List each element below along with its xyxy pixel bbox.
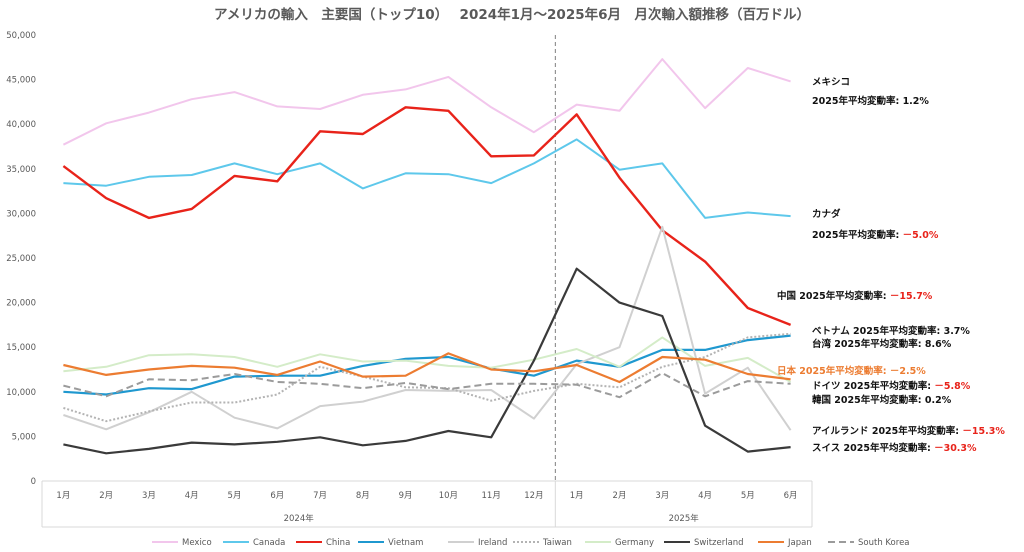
annotation-text: 台湾 2025年平均変動率: (812, 338, 925, 350)
series-line-vietnam (63, 334, 791, 396)
annotation-text: カナダ (812, 208, 841, 220)
legend-label: Germany (615, 538, 654, 548)
annotation-rate: 1.2% (903, 96, 930, 107)
legend-label: Mexico (182, 538, 212, 548)
legend-label: Vietnam (388, 538, 423, 548)
series-line-china (62, 106, 792, 327)
y-tick-label: 15,000 (6, 343, 36, 353)
y-tick-label: 5,000 (12, 432, 36, 442)
annotations: メキシコ 2025年平均変動率: 1.2% カナダ 2025年平均変動率: －5.0%… (777, 77, 1005, 454)
annotation-text: 2025年平均変動率: (812, 95, 903, 107)
y-tick-label: 30,000 (6, 209, 36, 219)
annotation-text: メキシコ (812, 77, 850, 88)
y-tick-label: 40,000 (6, 120, 36, 130)
annotation-rate: 3.7% (944, 326, 971, 337)
x-tick-label: 8月 (356, 491, 370, 501)
x-tick-label: 4月 (698, 491, 712, 501)
y-tick-label: 50,000 (6, 31, 36, 41)
annotation-label: カナダ (812, 208, 841, 220)
x-tick-label: 9月 (399, 491, 413, 501)
legend: Mexico Canada China Vietnam Ireland Taiwan Ger… (152, 538, 910, 548)
annotation-text: 韓国 2025年平均変動率: (812, 394, 925, 406)
annotation-rate: －15.7% (890, 291, 933, 302)
annotation-text: 中国 2025年平均変動率: (777, 290, 890, 302)
x-tick-label: 7月 (313, 491, 327, 501)
annotation-label: メキシコ (812, 77, 850, 88)
x-tick-label: 1月 (56, 491, 70, 501)
annotation-text: 2025年平均変動率: (812, 229, 903, 241)
legend-label: China (326, 538, 350, 548)
series-line-south-korea (63, 372, 791, 399)
annotation-rate: －5.8% (934, 381, 970, 392)
series-line-taiwan (63, 332, 791, 423)
y-tick-label: 0 (31, 477, 36, 487)
annotation-rate: －15.3% (962, 426, 1005, 437)
x-tick-label: 2月 (613, 491, 627, 501)
annotation-text: スイス 2025年平均変動率: (812, 442, 934, 454)
x-tick-label: 2月 (99, 491, 113, 501)
x-tick-label: 1月 (570, 491, 584, 501)
series-line-mexico (62, 58, 791, 146)
x-axis: 1月 2月 3月 4月 5月 6月 7月 8月 9月 10月 11月 12月 1月 2月 3月 4月 5月 6月 2… (41, 480, 813, 528)
x-tick-label: 5月 (741, 491, 755, 501)
x-tick-label: 4月 (185, 491, 199, 501)
annotation-label: 日本 2025年平均変動率: －2.5% (777, 365, 926, 377)
annotation-label: 韓国 2025年平均変動率: 0.2% (812, 394, 952, 406)
legend-label: Switzerland (694, 538, 744, 548)
annotation-text: ドイツ 2025年平均変動率: (812, 380, 934, 392)
y-tick-label: 25,000 (6, 254, 36, 264)
annotation-label: 中国 2025年平均変動率: －15.7% (777, 290, 933, 302)
year-group-label: 2025年 (669, 513, 700, 524)
y-tick-label: 35,000 (6, 165, 36, 175)
annotation-label: ドイツ 2025年平均変動率: －5.8% (812, 380, 971, 392)
legend-label: Taiwan (542, 538, 572, 548)
series-line-canada (63, 138, 791, 219)
x-tick-label: 6月 (270, 491, 284, 501)
series-line-japan (63, 352, 791, 384)
annotation-rate: 0.2% (925, 395, 952, 406)
y-axis: 0 5,000 10,000 15,000 20,000 25,000 30,000 35,0… (6, 31, 36, 487)
x-tick-label: 6月 (784, 491, 798, 501)
series-line-switzerland (63, 267, 791, 455)
x-tick-label: 10月 (439, 491, 458, 501)
annotation-rate: －30.3% (934, 443, 977, 454)
annotation-label: スイス 2025年平均変動率: －30.3% (812, 442, 977, 454)
x-tick-label: 12月 (524, 491, 543, 501)
x-tick-label: 11月 (482, 491, 501, 501)
annotation-label: ベトナム 2025年平均変動率: 3.7% (812, 325, 970, 337)
legend-label: Japan (787, 538, 812, 548)
annotation-label: アイルランド 2025年平均変動率: －15.3% (812, 425, 1005, 437)
y-tick-label: 20,000 (6, 299, 36, 309)
annotation-text: 日本 2025年平均変動率: (777, 365, 890, 377)
annotation-text: アイルランド 2025年平均変動率: (812, 425, 962, 437)
annotation-label: 台湾 2025年平均変動率: 8.6% (812, 338, 952, 350)
x-tick-label: 5月 (228, 491, 242, 501)
legend-label: South Korea (858, 538, 910, 548)
series-line-ireland (63, 225, 792, 431)
annotation-rate: －2.5% (890, 366, 926, 377)
x-tick-label: 3月 (142, 491, 156, 501)
chart-title: アメリカの輸入 主要国（トップ10） 2024年1月～2025年6月 月次輸入額… (214, 6, 810, 23)
annotation-rate: 8.6% (925, 339, 952, 350)
series-line-germany (63, 336, 792, 383)
x-tick-label: 3月 (655, 491, 669, 501)
legend-label: Canada (253, 538, 285, 548)
annotation-rate: －5.0% (903, 230, 939, 241)
year-group-label: 2024年 (284, 513, 315, 524)
annotation-text: ベトナム 2025年平均変動率: (812, 325, 944, 337)
legend-label: Ireland (478, 538, 507, 548)
annotation-label: 2025年平均変動率: 1.2% (812, 95, 929, 107)
annotation-label: 2025年平均変動率: －5.0% (812, 229, 939, 241)
y-tick-label: 10,000 (6, 388, 36, 398)
y-tick-label: 45,000 (6, 76, 36, 86)
series-lines (62, 58, 792, 455)
